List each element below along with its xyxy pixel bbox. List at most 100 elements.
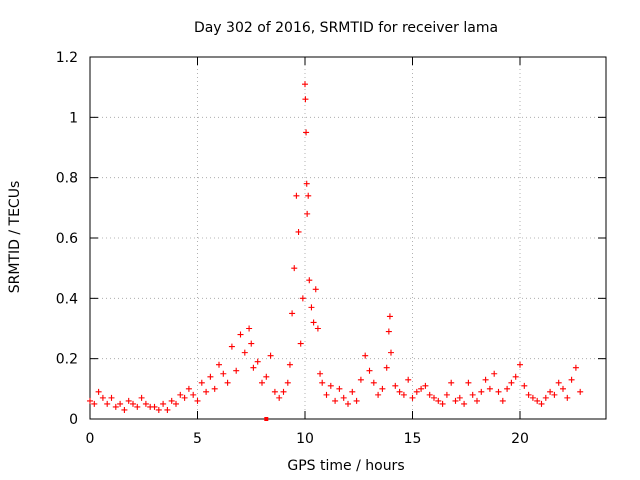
data-point [323, 391, 330, 398]
data-point [130, 400, 136, 407]
data-point [134, 403, 141, 410]
data-point [224, 379, 231, 386]
data-point [392, 382, 399, 389]
data-point [173, 400, 179, 407]
data-point [319, 379, 326, 386]
data-point [142, 400, 149, 407]
data-point [422, 382, 429, 389]
data-point [310, 319, 317, 326]
data-point [284, 379, 291, 386]
data-point [237, 331, 244, 338]
data-point [293, 192, 300, 199]
data-point [465, 379, 472, 386]
data-point [400, 391, 407, 398]
data-point [426, 391, 433, 398]
data-point [517, 361, 523, 368]
data-point [280, 388, 287, 395]
data-point [345, 400, 351, 407]
data-point [108, 394, 115, 401]
data-point [349, 388, 356, 395]
data-point [456, 394, 463, 401]
data-point [405, 376, 412, 383]
data-point [386, 313, 393, 320]
data-point [340, 394, 347, 401]
data-point [177, 391, 184, 398]
data-point [308, 304, 315, 311]
data-point [181, 394, 188, 401]
data-point [478, 388, 485, 395]
data-point [121, 406, 128, 413]
data-point [104, 400, 111, 407]
data-point [216, 361, 222, 368]
y-tick-label: 1 [69, 110, 78, 126]
y-tick-label: 0.8 [56, 171, 78, 187]
data-point [303, 129, 310, 136]
data-point [295, 228, 302, 235]
data-point [267, 352, 274, 359]
data-point [469, 391, 476, 398]
data-point [207, 373, 214, 380]
data-point [155, 406, 162, 413]
data-point [491, 370, 498, 377]
data-point [568, 376, 575, 383]
data-point [499, 397, 506, 404]
data-point [91, 400, 98, 407]
data-point [314, 325, 321, 332]
data-point [291, 265, 298, 272]
data-point [276, 394, 283, 401]
data-point [551, 391, 558, 398]
data-point [250, 364, 257, 371]
data-point [117, 400, 124, 407]
data-point [304, 210, 311, 217]
data-point [508, 379, 515, 386]
data-point [439, 400, 446, 407]
axis-ticks: 0 0.2 0.4 0.6 0.8 1 1.2 0 5 10 15 20 [56, 50, 606, 447]
data-point [198, 379, 205, 386]
data-point [87, 397, 93, 404]
data-point [542, 394, 549, 401]
data-point [452, 397, 459, 404]
data-point [388, 349, 394, 356]
data-point [474, 397, 480, 404]
data-point [564, 394, 571, 401]
data-point [112, 403, 119, 410]
y-tick-label: 1.2 [56, 50, 78, 66]
data-point [305, 192, 312, 199]
data-point-square [264, 417, 269, 421]
data-point [362, 352, 369, 359]
data-point [289, 310, 296, 317]
data-point [185, 385, 192, 392]
data-points [87, 81, 584, 421]
data-point [168, 397, 175, 404]
data-point [286, 361, 293, 368]
data-point [302, 96, 309, 103]
data-point [448, 379, 455, 386]
data-point [547, 388, 554, 395]
data-point [233, 367, 240, 374]
data-point [504, 385, 511, 392]
data-point [396, 388, 403, 395]
data-point [353, 397, 360, 404]
data-point [336, 385, 343, 392]
data-point [366, 367, 373, 374]
plot-frame [89, 56, 607, 420]
data-point [431, 394, 437, 401]
data-point [521, 382, 528, 389]
data-point [303, 180, 310, 187]
y-tick-label: 0.2 [56, 352, 78, 368]
data-point [413, 388, 420, 395]
data-point [241, 349, 248, 356]
x-tick-label: 10 [296, 431, 314, 447]
data-point [220, 370, 227, 377]
data-point [370, 379, 377, 386]
data-point [95, 388, 102, 395]
data-point [263, 373, 270, 380]
data-point [529, 394, 536, 401]
data-point [538, 400, 545, 407]
data-point [534, 397, 541, 404]
data-point [525, 391, 532, 398]
data-point [512, 373, 519, 380]
data-point [248, 340, 255, 347]
data-point [99, 394, 106, 401]
